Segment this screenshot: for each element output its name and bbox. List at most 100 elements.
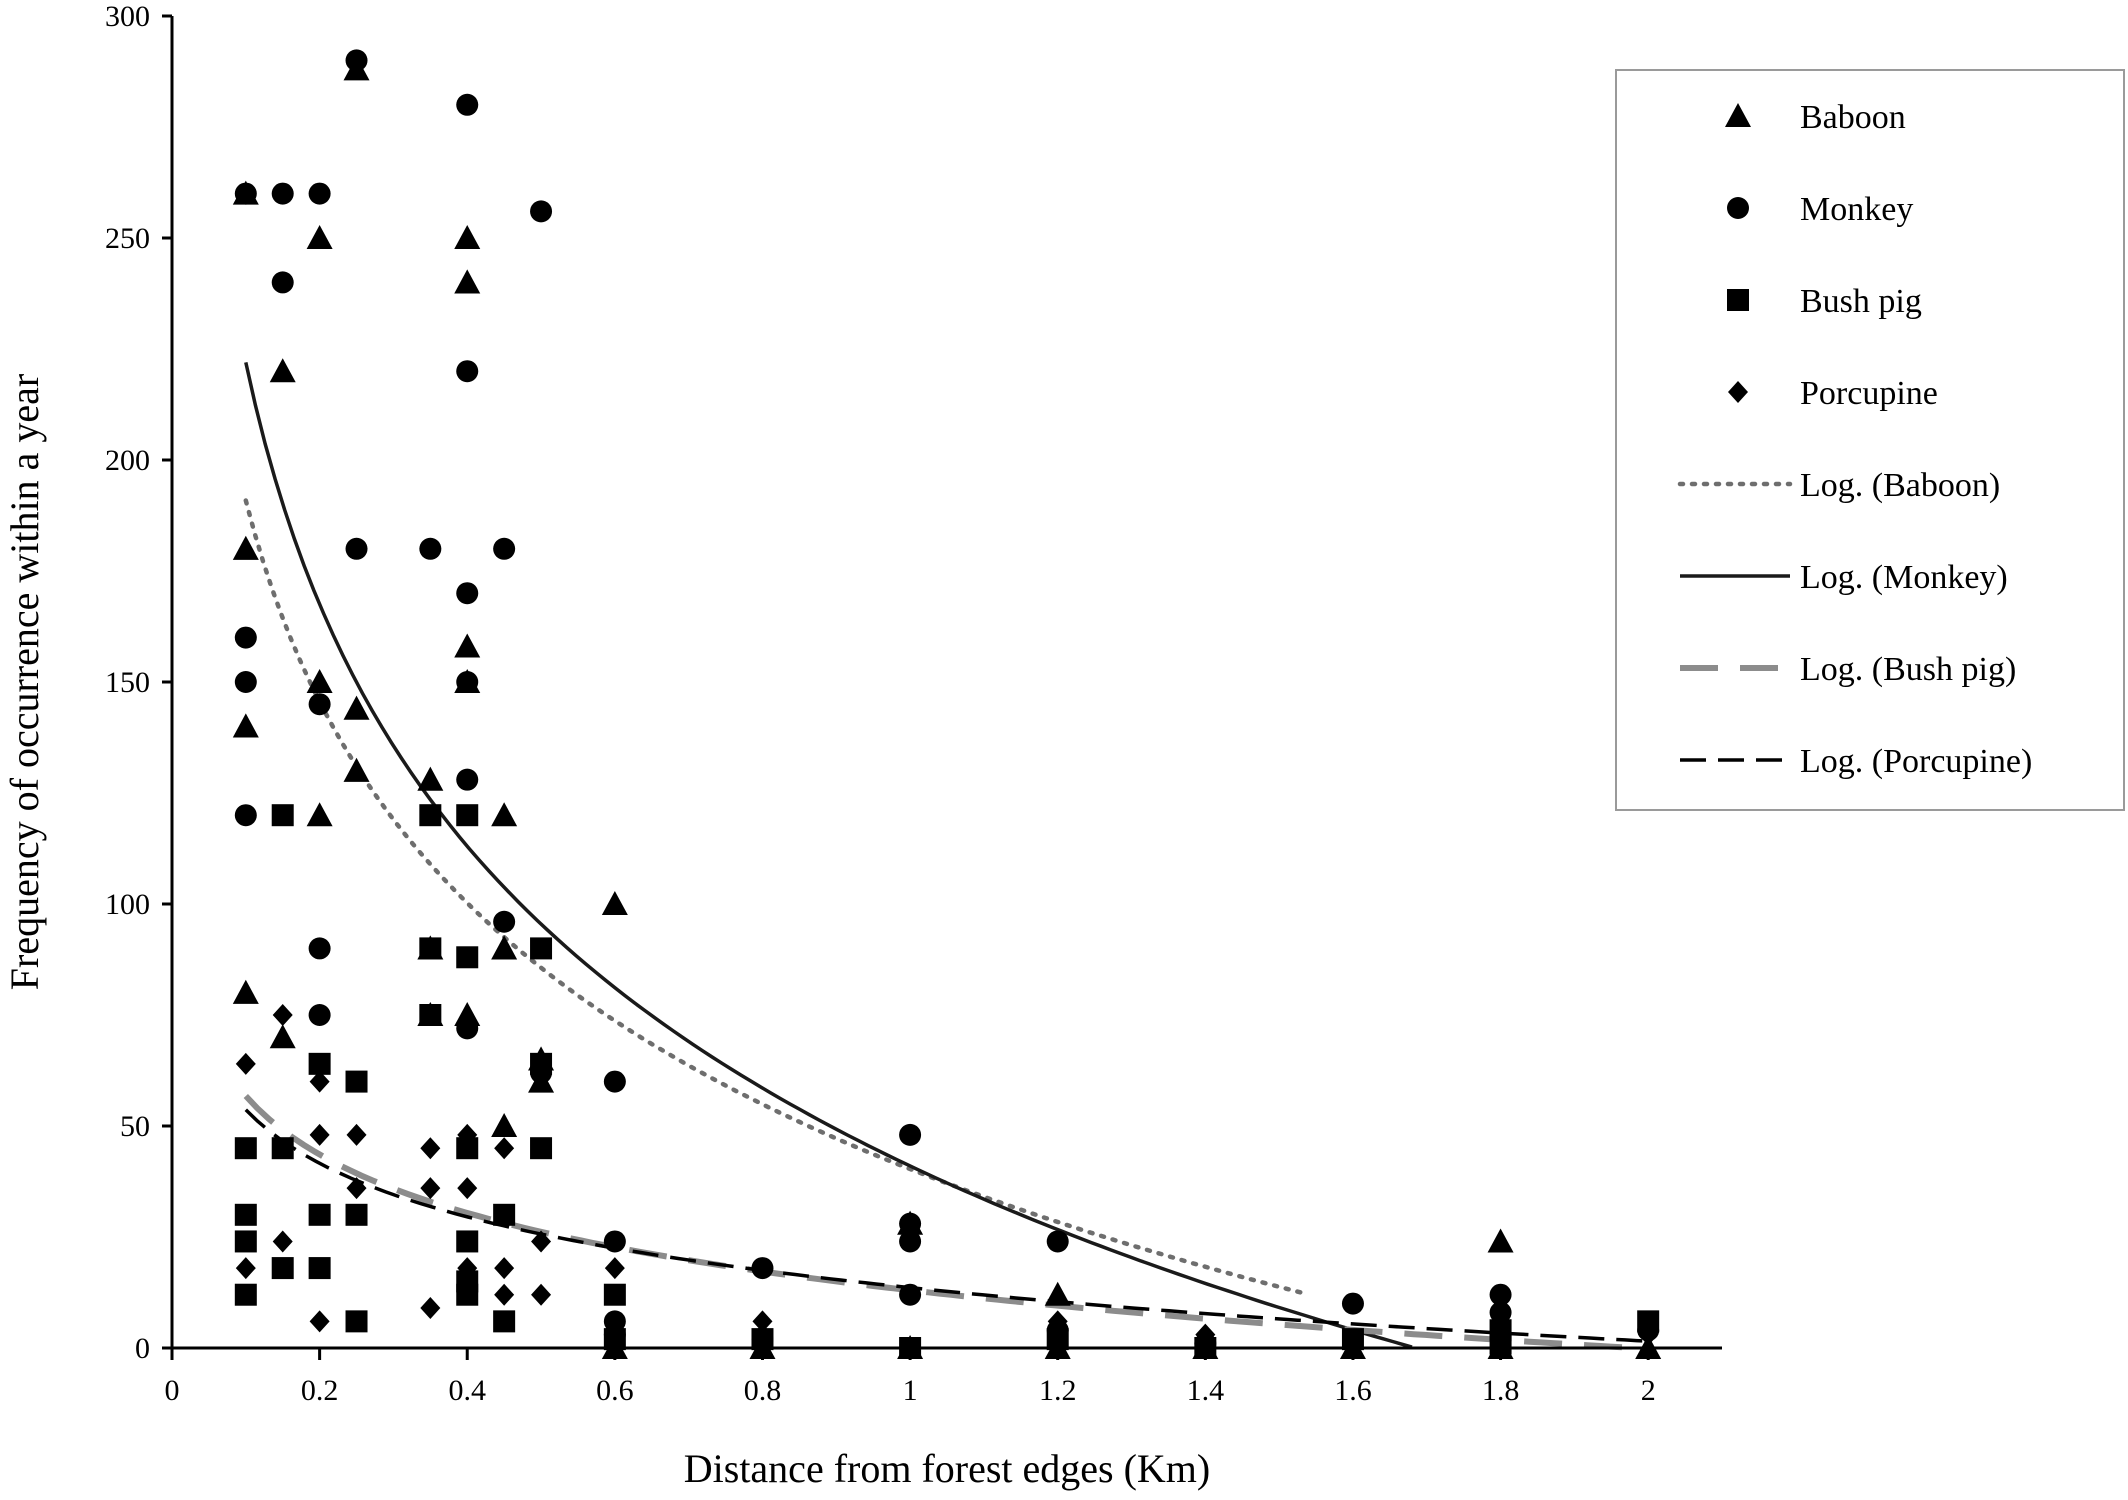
porcupine-point [309,1310,330,1333]
monkey-point [899,1283,922,1306]
bush-pig-point [271,804,294,827]
monkey-point [899,1123,922,1146]
baboon-point [601,891,628,916]
baboon-point [1487,1228,1514,1253]
x-axis-title: Distance from forest edges (Km) [684,1446,1210,1491]
porcupine-point [420,1297,441,1320]
porcupine-point [494,1257,515,1280]
monkey-point [308,693,331,716]
bush-pig-point [234,1230,257,1253]
monkey-point [1341,1292,1364,1315]
y-axis-title: Frequency of occurrence within a year [2,374,47,990]
x-tick-label: 2 [1641,1374,1656,1407]
bush-pig-point [530,1137,553,1160]
bush-pig-point [456,1283,479,1306]
monkey-point [603,1070,626,1093]
bush-pig-point [456,1137,479,1160]
monkey-point [234,626,257,649]
baboon-point [232,713,259,738]
porcupine-point [235,1257,256,1280]
baboon-point [306,225,333,250]
legend-label: Log. (Bush pig) [1800,651,2016,688]
porcupine-point [309,1123,330,1146]
trendlines [243,362,1649,1351]
porcupine-point [346,1123,367,1146]
monkey-point [603,1230,626,1253]
porcupine-point [272,1004,293,1026]
monkey-point [271,271,294,294]
legend-diamond-icon [1728,381,1748,403]
x-tick-label: 0 [165,1374,180,1407]
y-tick-label: 100 [105,888,150,921]
baboon-point [491,802,518,827]
baboon-point [417,766,444,791]
bush-pig-point [530,937,553,960]
bush-pig-point [493,1310,516,1333]
legend-label: Log. (Monkey) [1800,559,2008,596]
porcupine-point [1047,1310,1068,1333]
x-tick-label: 0.8 [744,1374,782,1407]
monkey-point [345,49,368,72]
porcupine-point [420,1177,441,1200]
trendline-log-baboon [243,498,1304,1295]
legend-label: Porcupine [1800,375,1938,412]
axes [162,14,1722,1360]
porcupine-point [494,1283,515,1306]
bush-pig-point [603,1328,626,1351]
legend-item-log-monkey: Log. (Monkey) [1680,559,2008,596]
baboon-point [343,695,370,720]
legend-label: Bush pig [1800,283,1922,320]
porcupine-point [604,1257,625,1280]
y-tick-label: 0 [135,1332,150,1365]
porcupine-point [457,1270,478,1293]
monkey-point [308,1004,331,1026]
monkey-point [308,182,331,205]
bush-pig-point [419,804,442,827]
legend-box [1615,69,2125,811]
baboon-point [491,935,518,960]
legend-item-log-porcupine: Log. (Porcupine) [1680,743,2032,780]
bush-pig-point [530,1052,553,1075]
x-tick-label: 1.6 [1334,1374,1372,1407]
legend-label: Log. (Porcupine) [1800,743,2032,780]
legend-circle-icon [1727,197,1749,219]
bush-pig-point [1637,1310,1660,1333]
baboon-point [454,225,481,250]
baboon-point [232,535,259,560]
y-tick-label: 200 [105,444,150,477]
porcupine-point [457,1257,478,1280]
porcupine-point [494,1137,515,1160]
monkey-point [456,93,479,116]
bush-pig-point [456,804,479,827]
porcupine-point [1195,1323,1216,1346]
porcupine-point [346,1177,367,1200]
monkey-point [456,582,479,605]
porcupine-point [752,1323,773,1346]
baboon-point [306,802,333,827]
legend-square-icon [1727,289,1749,311]
monkey-point [1489,1283,1512,1306]
baboon-point [232,979,259,1004]
x-tick-label: 1 [903,1374,918,1407]
y-tick-label: 250 [105,222,150,255]
porcupine-point [752,1310,773,1333]
monkey-point [456,360,479,383]
bush-pig-point [308,1257,331,1280]
monkey-point [530,200,553,223]
monkey-point [1046,1230,1069,1253]
monkey-point [308,937,331,960]
porcupine-point [1638,1323,1659,1346]
monkey-point [493,537,516,560]
x-tick-label: 1.8 [1482,1374,1520,1407]
porcupine-point [457,1123,478,1146]
monkey-point [751,1257,774,1280]
monkey-point [456,768,479,791]
series-bush-pig [234,804,1660,1359]
bush-pig-point [603,1283,626,1306]
y-tick-label: 50 [120,1110,150,1143]
bush-pig-point [308,1203,331,1226]
baboon-point [1044,1281,1071,1306]
series-porcupine [235,1004,1659,1346]
bush-pig-point [234,1283,257,1306]
series-monkey [234,49,1660,1355]
